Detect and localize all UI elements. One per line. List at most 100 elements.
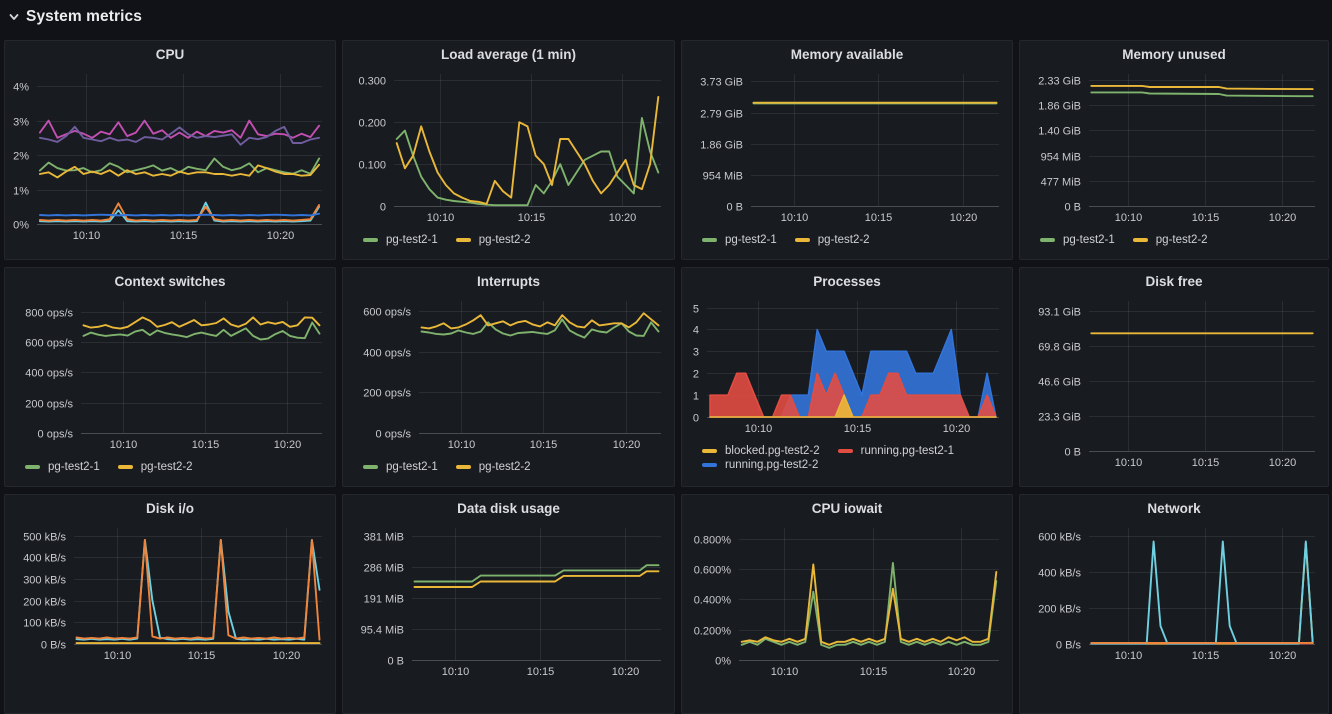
y-tick-label: 200 ops/s [363,388,411,400]
series-pg-test2-2 [413,570,660,588]
chart-cpu[interactable]: 0% 1% 2% 3% 4% 10:10 10:15 10:20 [12,68,328,244]
panel-disk-free: Disk free 0 B 23.3 GiB 46.6 GiB 69.8 GiB 93.… [1019,267,1329,487]
series-purple [38,125,321,146]
y-tick-label: 46.6 GiB [1038,377,1081,389]
legend-item-pg-test2-2[interactable]: pg-test2-2 [794,234,870,246]
panel-title-interrupts[interactable]: Interrupts [476,274,540,289]
row-collapse-toggle[interactable]: System metrics [8,8,142,26]
panel-data-disk-usage: Data disk usage 0 B 95.4 MiB 191 MiB 286 Mi… [342,494,675,714]
grid-lines [1089,528,1315,645]
panel-title-cpu-iowait[interactable]: CPU iowait [811,501,883,516]
y-tick-label: 1% [13,186,29,198]
y-tick-label: 600 ops/s [25,338,73,350]
panel-title-memory-available[interactable]: Memory available [790,47,904,62]
x-tick-label: 10:15 [188,650,216,662]
y-tick-label: 0 B [387,656,404,668]
panel-title-network[interactable]: Network [1147,501,1201,516]
x-tick-label: 10:15 [1192,457,1220,469]
chart-memory-unused[interactable]: 0 B 477 MiB 954 MiB 1.40 GiB 1.86 GiB 2.33 Gi… [1027,68,1321,226]
chart-data-disk-usage[interactable]: 0 B 95.4 MiB 191 MiB 286 MiB 381 MiB 10:10 10:… [350,522,667,680]
axis-labels: 0 B 23.3 GiB 46.6 GiB 69.8 GiB 93.1 GiB 10:10… [1038,307,1296,470]
legend-swatch [363,465,378,469]
x-tick-label: 10:15 [170,230,198,242]
legend-item-pg-test2-1[interactable]: pg-test2-1 [363,234,438,246]
panel-title-cpu[interactable]: CPU [155,47,185,62]
y-tick-label: 3.73 GiB [700,77,743,89]
y-tick-label: 400 ops/s [25,368,73,380]
x-tick-label: 10:20 [948,666,976,678]
panel-title-context-switches[interactable]: Context switches [114,274,226,289]
panel-processes: Processes 0 1 2 3 4 5 10:10 10:15 10:20 blocked.… [681,267,1013,487]
y-tick-label: 0 B/s [1056,640,1082,652]
chart-processes[interactable]: 0 1 2 3 4 5 10:10 10:15 10:20 [689,295,1005,437]
legend-label: pg-test2-1 [386,461,438,473]
y-tick-label: 800 ops/s [25,308,73,320]
panel-title-disk-free[interactable]: Disk free [1145,274,1203,289]
y-tick-label: 400 kB/s [1038,568,1081,580]
chart-disk-io[interactable]: 0 B/s 100 kB/s 200 kB/s 300 kB/s 400 kB/s 500… [12,522,328,664]
grid-lines [751,74,999,207]
panel-title-load-average[interactable]: Load average (1 min) [440,47,577,62]
legend-item-pg-test2-2[interactable]: pg-test2-2 [117,461,193,473]
panel-title-processes[interactable]: Processes [813,274,881,289]
y-tick-label: 0 B [726,202,743,214]
x-tick-label: 10:15 [865,212,893,224]
legend-item-pg-test2-2[interactable]: pg-test2-2 [455,234,531,246]
axis-labels: 0% 1% 2% 3% 4% 10:10 10:15 10:20 [13,82,294,243]
chart-interrupts[interactable]: 0 ops/s 200 ops/s 400 ops/s 600 ops/s 10:10 1… [350,295,667,453]
x-tick-label: 10:10 [1115,650,1143,662]
chart-load-average[interactable]: 0 0.100 0.200 0.300 10:10 10:15 10:20 [350,68,667,226]
legend-item-running.pg-test2-1[interactable]: running.pg-test2-1 [837,445,954,457]
panel-network: Network 0 B/s 200 kB/s 400 kB/s 600 kB/s 10:… [1019,494,1329,714]
legend-swatch [702,463,717,467]
legend-item-blocked.pg-test2-2[interactable]: blocked.pg-test2-2 [702,445,820,457]
x-tick-label: 10:10 [1115,212,1143,224]
chart-wrap: 0 ops/s 200 ops/s 400 ops/s 600 ops/s 800 op… [12,295,328,458]
panel-title-memory-unused[interactable]: Memory unused [1122,47,1226,62]
grid-lines [412,528,661,661]
legend-label: pg-test2-1 [48,461,100,473]
legend-item-running.pg-test2-2[interactable]: running.pg-test2-2 [702,459,818,471]
chart-context-switches[interactable]: 0 ops/s 200 ops/s 400 ops/s 600 ops/s 800 op… [12,295,328,453]
legend: pg-test2-1 pg-test2-2 [689,231,1005,246]
legend-row: pg-test2-1 pg-test2-2 [25,461,328,473]
chart-memory-available[interactable]: 0 B 954 MiB 1.86 GiB 2.79 GiB 3.73 GiB 10:10 1… [689,68,1005,226]
panel-interrupts: Interrupts 0 ops/s 200 ops/s 400 ops/s 600 … [342,267,675,487]
y-tick-label: 0 ops/s [376,429,412,441]
chart-cpu-iowait[interactable]: 0% 0.200% 0.400% 0.600% 0.800% 10:10 10:15 10:2… [689,522,1005,680]
legend-row: pg-test2-1 pg-test2-2 [1040,234,1321,246]
y-tick-label: 191 MiB [364,594,404,606]
panel-title-data-disk-usage[interactable]: Data disk usage [457,501,560,516]
y-tick-label: 300 kB/s [23,575,66,587]
chart-wrap: 0% 0.200% 0.400% 0.600% 0.800% 10:10 10:15 10:2… [689,522,1005,685]
chart-disk-free[interactable]: 0 B 23.3 GiB 46.6 GiB 69.8 GiB 93.1 GiB 10:10… [1027,295,1321,471]
legend-label: running.pg-test2-2 [725,459,819,471]
y-tick-label: 1.40 GiB [1038,126,1081,138]
legend-item-pg-test2-1[interactable]: pg-test2-1 [1040,234,1115,246]
y-tick-label: 0% [13,220,29,232]
x-tick-label: 10:20 [612,666,640,678]
legend-label: pg-test2-2 [1155,234,1208,246]
legend-item-pg-test2-1[interactable]: pg-test2-1 [702,234,777,246]
legend-item-pg-test2-2[interactable]: pg-test2-2 [1132,234,1208,246]
legend-item-pg-test2-2[interactable]: pg-test2-2 [455,461,531,473]
series-cyan [1090,540,1314,645]
x-tick-label: 10:20 [613,439,641,451]
panel-cpu-iowait: CPU iowait 0% 0.200% 0.400% 0.600% 0.800% 10:… [681,494,1013,714]
legend-item-pg-test2-1[interactable]: pg-test2-1 [363,461,438,473]
y-tick-label: 381 MiB [364,532,404,544]
y-tick-label: 0.200 [358,118,386,130]
panel-cpu: CPU 0% 1% 2% 3% 4% 10:10 10:15 10:20 [4,40,336,260]
chart-network[interactable]: 0 B/s 200 kB/s 400 kB/s 600 kB/s 10:10 10:15 1… [1027,522,1321,664]
panel-title-disk-io[interactable]: Disk i/o [145,501,194,516]
legend-label: running.pg-test2-1 [860,445,954,457]
legend: pg-test2-1 pg-test2-2 [350,458,667,473]
legend-item-pg-test2-1[interactable]: pg-test2-1 [25,461,100,473]
chart-wrap: 0 B 95.4 MiB 191 MiB 286 MiB 381 MiB 10:10 10:… [350,522,667,685]
chart-wrap: 0 B/s 200 kB/s 400 kB/s 600 kB/s 10:10 10:15 1… [1027,522,1321,669]
y-tick-label: 0.300 [358,76,386,88]
panel-memory-unused: Memory unused 0 B 477 MiB 954 MiB 1.40 GiB 1… [1019,40,1329,260]
x-tick-label: 10:10 [771,666,799,678]
x-tick-label: 10:15 [1192,650,1220,662]
legend-swatch [1040,238,1055,242]
